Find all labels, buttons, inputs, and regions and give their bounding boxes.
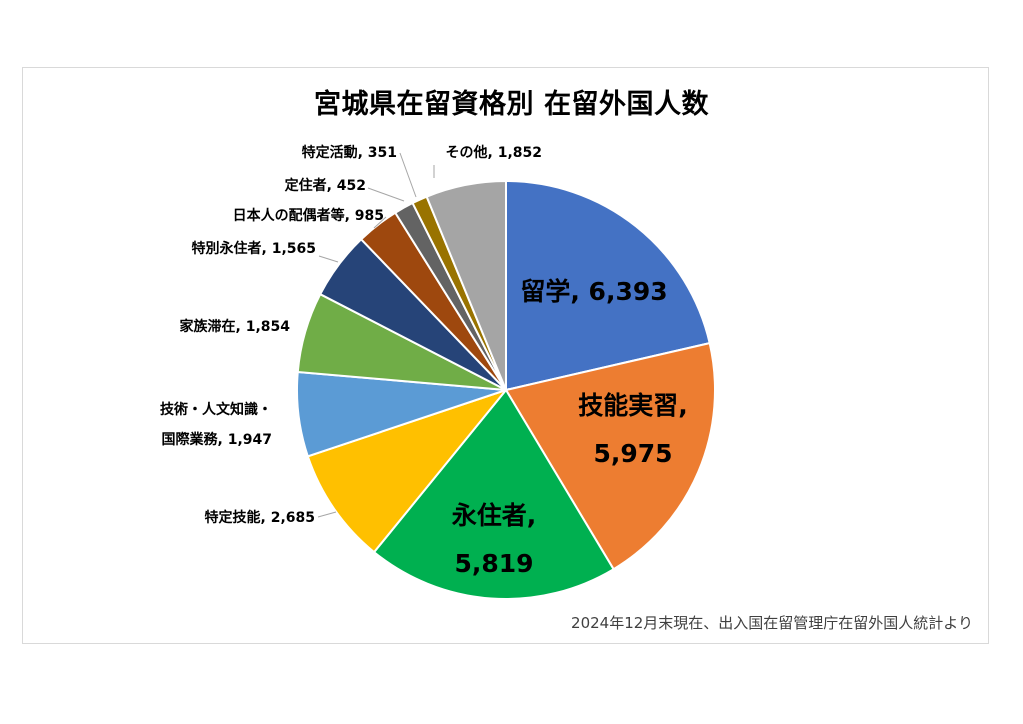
data-label-3: 特定技能, 2,685 — [205, 509, 315, 526]
pie-slice-3 — [306, 387, 509, 554]
pie-slice-0 — [505, 179, 711, 392]
data-label-5: 家族滞在, 1,854 — [180, 318, 291, 335]
data-label-7: 日本人の配偶者等, 985 — [233, 207, 384, 224]
leader-line-3 — [317, 511, 337, 518]
data-label-6: 特別永住者, 1,565 — [192, 240, 316, 257]
chart-title: 宮城県在留資格別 在留外国人数 — [314, 89, 709, 120]
data-label-8: 定住者, 452 — [285, 177, 366, 194]
data-label-4-line-0: 技術・人文知識・ — [160, 401, 272, 418]
data-label-9: 特定活動, 351 — [302, 144, 397, 161]
pie-slice-1 — [504, 341, 716, 571]
leader-line-9 — [399, 152, 417, 198]
data-label-0: 留学, 6,393 — [520, 277, 667, 306]
data-label-2-line-0: 永住者, — [452, 501, 537, 530]
leader-line-8 — [367, 187, 405, 202]
data-label-10: その他, 1,852 — [446, 144, 542, 161]
data-label-1-line-1: 5,975 — [593, 439, 672, 468]
source-note: 2024年12月末現在、出入国在留管理庁在留外国人統計より — [571, 614, 973, 632]
pie-slice-10 — [425, 179, 507, 391]
pie-slice-2 — [372, 388, 615, 600]
data-label-4-line-1: 国際業務, 1,947 — [162, 431, 272, 448]
data-label-2-line-1: 5,819 — [454, 549, 533, 578]
leader-line-6 — [318, 255, 339, 263]
leader-line-7 — [373, 216, 387, 229]
data-label-1-line-0: 技能実習, — [578, 391, 688, 420]
